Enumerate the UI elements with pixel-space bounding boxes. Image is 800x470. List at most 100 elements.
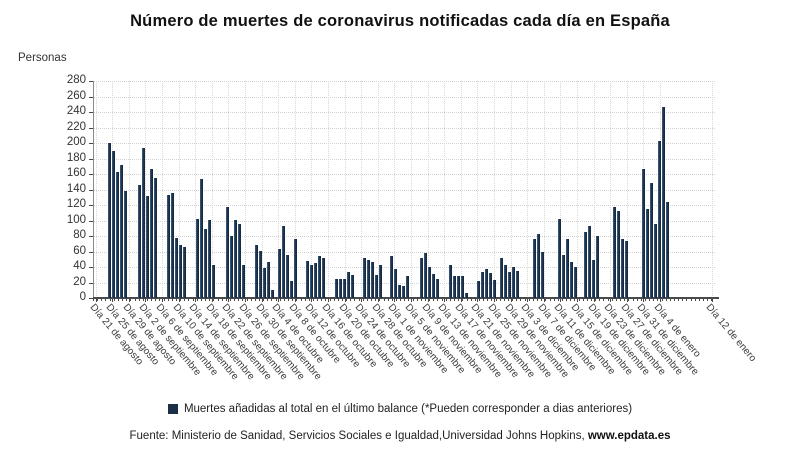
- x-minor-tick: [707, 299, 709, 301]
- v-gridline: [211, 81, 213, 298]
- x-minor-tick: [591, 299, 592, 301]
- legend-label: Muertes añadidas al total en el último b…: [183, 403, 633, 415]
- x-tick-mark: [577, 298, 578, 302]
- v-gridline: [95, 81, 97, 298]
- v-gridline: [344, 81, 346, 298]
- x-minor-tick: [155, 299, 157, 301]
- bar: [119, 165, 123, 298]
- v-gridline: [510, 81, 512, 298]
- x-minor-tick: [607, 299, 609, 301]
- v-gridline: [311, 81, 313, 298]
- x-minor-tick: [400, 299, 402, 301]
- x-minor-tick: [229, 299, 231, 301]
- bar: [166, 195, 170, 298]
- x-minor-tick: [545, 299, 547, 301]
- h-gridline: [93, 143, 715, 144]
- h-gridline: [93, 220, 715, 222]
- x-minor-tick: [669, 299, 671, 301]
- bar: [398, 285, 401, 298]
- bar: [362, 258, 366, 298]
- x-minor-tick: [682, 299, 684, 301]
- x-tick-mark: [477, 298, 479, 302]
- h-gridline: [93, 174, 715, 175]
- x-minor-tick: [665, 299, 667, 301]
- x-tick-mark: [95, 298, 97, 302]
- bar: [343, 279, 346, 298]
- x-tick-mark: [228, 298, 230, 302]
- legend-swatch-icon: [167, 404, 178, 414]
- y-tick-label: 280: [66, 74, 86, 86]
- x-tick-mark: [211, 298, 213, 302]
- v-gridline: [361, 81, 363, 298]
- x-minor-tick: [640, 299, 642, 301]
- x-minor-tick: [196, 299, 198, 301]
- bar: [493, 280, 496, 298]
- x-tick-label: Día 12 de enero: [703, 302, 759, 365]
- bar: [428, 267, 431, 298]
- x-minor-tick: [254, 299, 256, 301]
- x-minor-tick: [433, 299, 435, 301]
- v-gridline: [294, 81, 296, 298]
- x-tick-mark: [527, 298, 529, 302]
- x-minor-tick: [557, 299, 559, 301]
- bar: [573, 267, 577, 298]
- bar: [212, 265, 215, 298]
- bar: [170, 193, 174, 298]
- x-minor-tick: [350, 299, 352, 301]
- x-tick-mark: [112, 298, 114, 302]
- y-tick-label: 100: [66, 213, 86, 226]
- y-axis-line: [93, 81, 94, 298]
- v-gridline: [427, 81, 429, 298]
- bar: [278, 249, 281, 298]
- bar: [617, 211, 621, 298]
- x-tick-mark: [178, 298, 180, 302]
- bar: [282, 226, 285, 298]
- bar: [146, 196, 150, 298]
- x-minor-tick: [478, 299, 480, 301]
- v-gridline: [178, 81, 180, 298]
- bar: [420, 258, 423, 298]
- x-tick-mark: [128, 298, 130, 302]
- v-gridline: [626, 81, 628, 298]
- x-minor-tick: [263, 299, 265, 301]
- bar: [347, 272, 350, 298]
- x-tick-mark: [610, 298, 612, 302]
- y-tick-label: 200: [66, 136, 86, 148]
- x-minor-tick: [342, 299, 343, 301]
- x-minor-tick: [711, 299, 713, 301]
- x-minor-tick: [250, 299, 252, 301]
- x-minor-tick: [300, 299, 302, 301]
- bar: [142, 148, 146, 298]
- x-minor-tick: [163, 299, 165, 301]
- x-minor-tick: [167, 299, 169, 301]
- h-gridline: [93, 158, 715, 160]
- x-minor-tick: [200, 299, 202, 301]
- bar: [537, 234, 541, 298]
- h-gridline: [93, 127, 715, 129]
- x-minor-tick: [470, 299, 472, 301]
- x-minor-tick: [117, 299, 119, 301]
- x-minor-tick: [387, 299, 389, 301]
- source-text: Fuente: Ministerio de Sanidad, Servicios…: [129, 430, 588, 442]
- x-minor-tick: [632, 299, 634, 301]
- v-gridline: [162, 81, 163, 298]
- bar: [477, 281, 480, 298]
- bar: [591, 260, 595, 298]
- bar: [621, 239, 625, 298]
- v-gridline: [543, 81, 545, 298]
- x-minor-tick: [188, 299, 190, 301]
- y-tick-label: 260: [66, 89, 86, 102]
- y-tick-label: 220: [66, 120, 86, 133]
- x-minor-tick: [308, 299, 310, 301]
- x-minor-tick: [574, 299, 576, 301]
- y-tick-mark: [89, 189, 93, 191]
- bar: [339, 279, 342, 298]
- x-minor-tick: [329, 299, 331, 301]
- x-minor-tick: [404, 299, 406, 301]
- x-minor-tick: [242, 299, 244, 301]
- h-gridline: [93, 282, 715, 284]
- y-tick-mark: [89, 143, 93, 144]
- x-tick-mark: [377, 298, 379, 302]
- x-tick-mark: [660, 298, 661, 302]
- y-tick-mark: [89, 174, 93, 175]
